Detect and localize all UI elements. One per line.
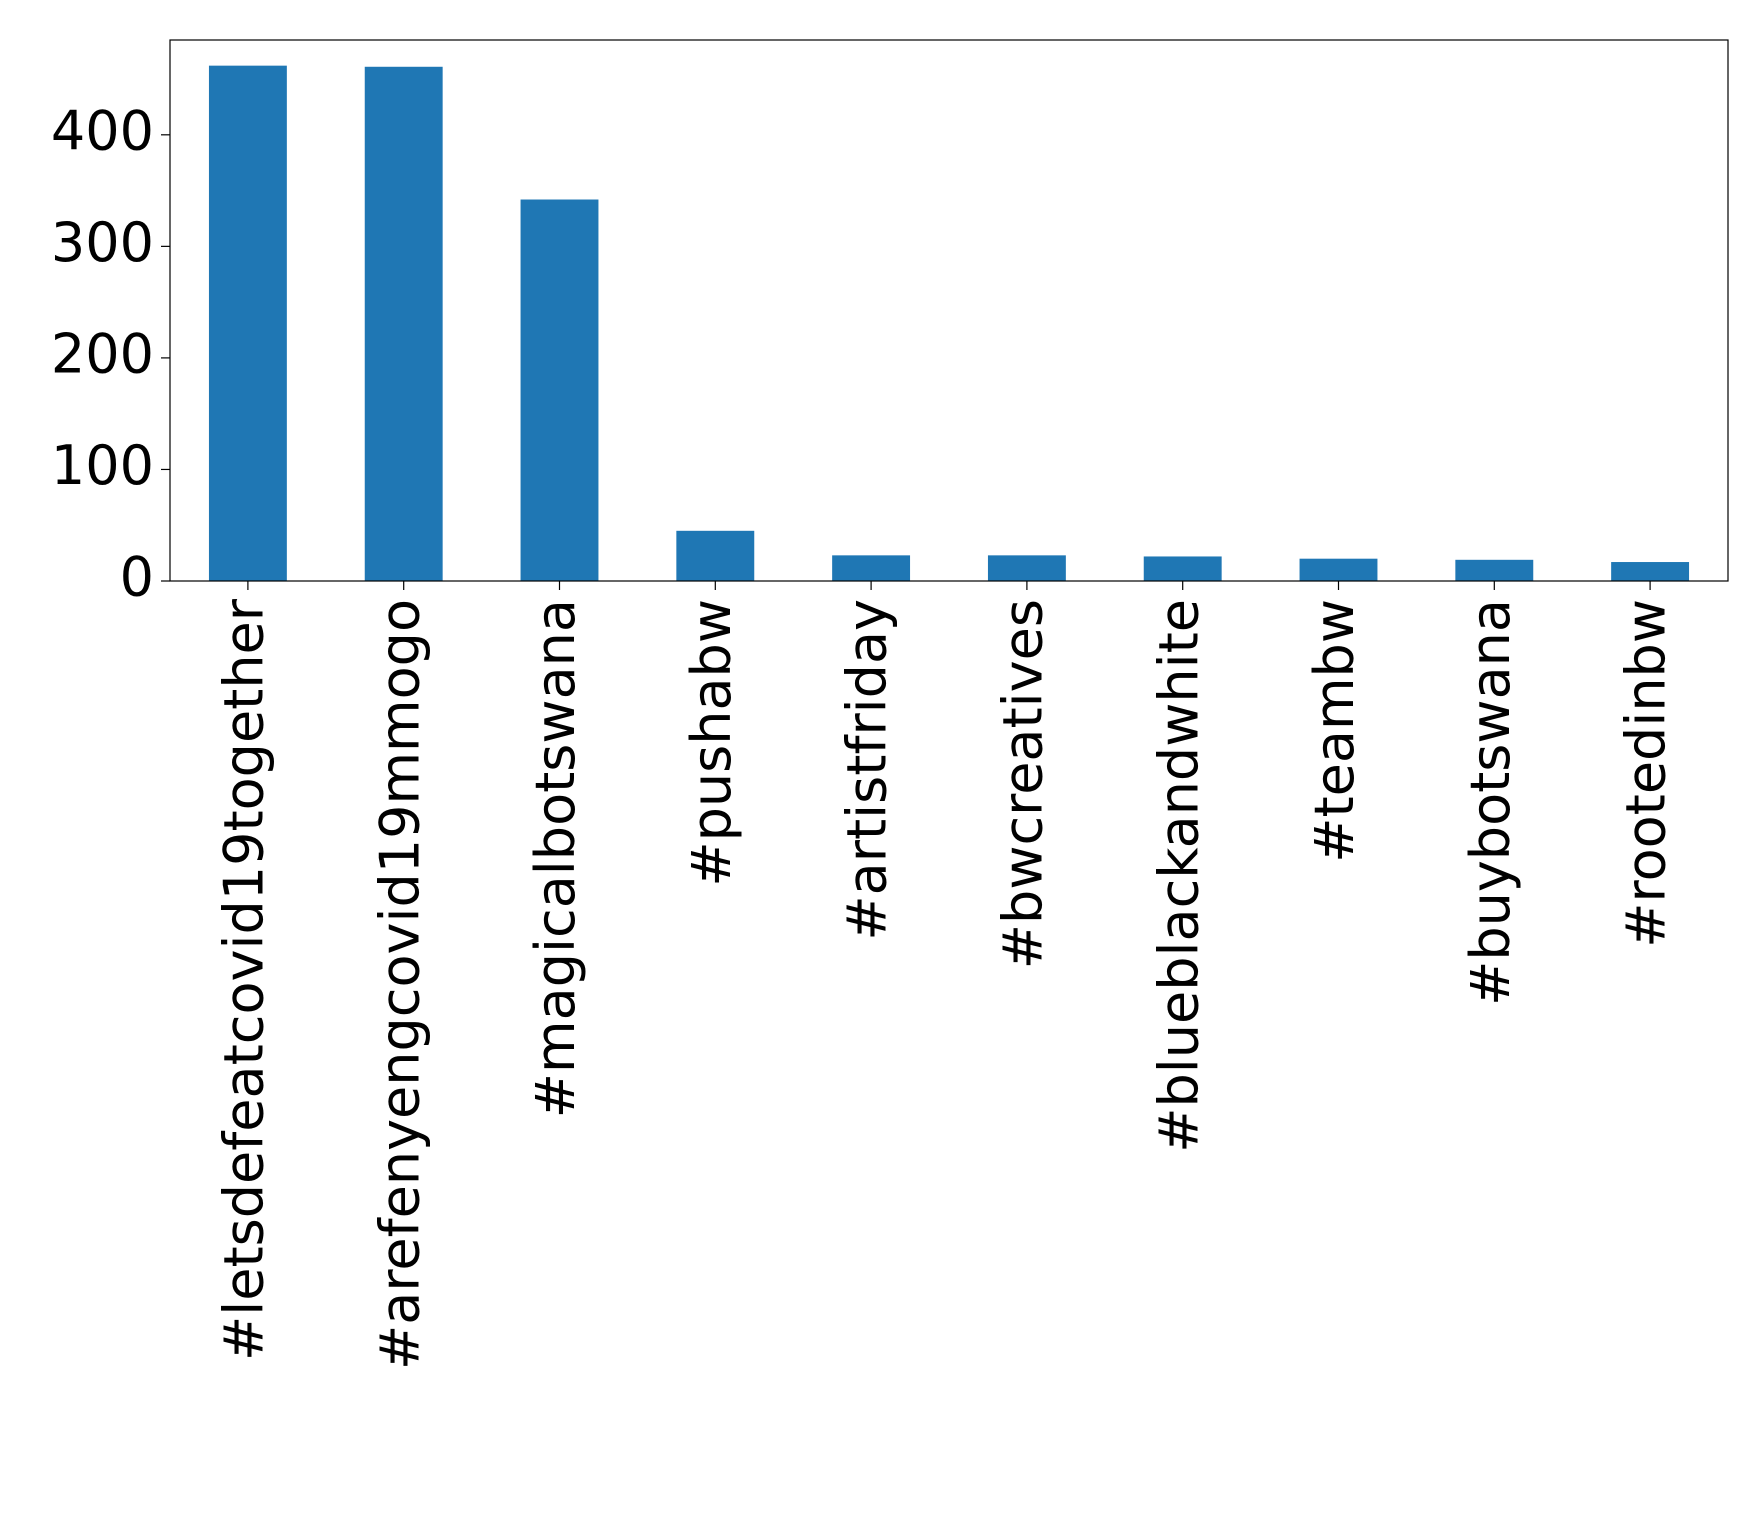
x-tick-label: #rootedinbw xyxy=(1615,599,1678,948)
bar xyxy=(676,530,755,581)
bar xyxy=(1299,558,1378,581)
x-tick-label: #bwcreatives xyxy=(992,599,1055,969)
x-tick-label: #magicalbotswana xyxy=(524,599,587,1118)
x-tick-label: #letsdefeatcovid19together xyxy=(213,598,276,1361)
bar xyxy=(520,199,599,581)
x-tick-label: #blueblackandwhite xyxy=(1147,599,1210,1153)
x-tick-label: #teambw xyxy=(1303,599,1366,863)
x-tick-label: #buybotswana xyxy=(1459,599,1522,1006)
bar xyxy=(364,66,443,582)
bar xyxy=(208,65,287,582)
x-tick-label: #arefenyengcovid19mmogo xyxy=(368,599,431,1370)
bar xyxy=(832,555,911,581)
x-tick-label: #pushabw xyxy=(680,599,743,887)
bar xyxy=(1143,556,1222,581)
y-tick-label: 100 xyxy=(51,434,154,497)
bar xyxy=(1455,559,1534,581)
y-tick-label: 300 xyxy=(51,211,154,274)
bar xyxy=(1611,562,1690,581)
y-tick-label: 0 xyxy=(120,546,154,609)
y-tick-label: 400 xyxy=(51,99,154,162)
x-tick-label: #artistfriday xyxy=(836,599,899,941)
plot-frame xyxy=(169,39,1729,582)
bar xyxy=(987,555,1066,581)
y-tick-label: 200 xyxy=(51,323,154,386)
